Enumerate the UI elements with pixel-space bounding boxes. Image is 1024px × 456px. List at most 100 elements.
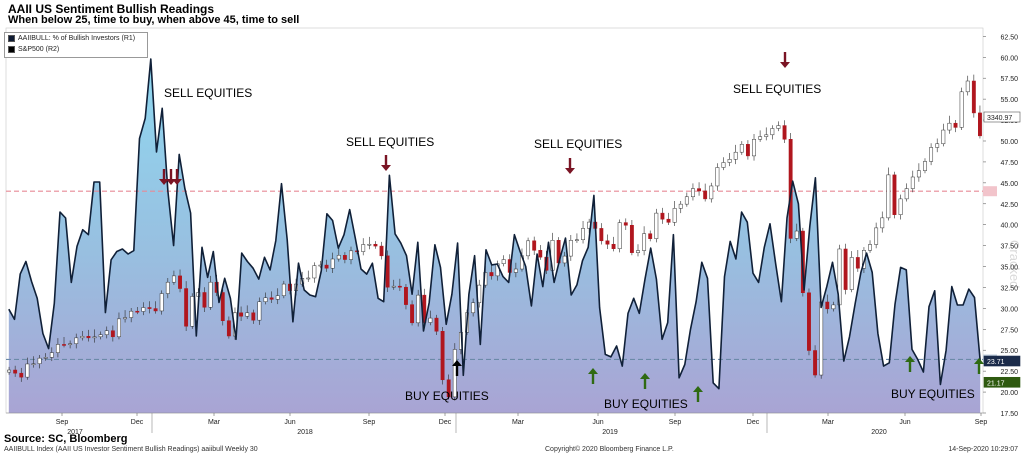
sell-equities-label: SELL EQUITIES bbox=[164, 86, 252, 100]
x-tick-label: Sep bbox=[363, 419, 376, 426]
bullish-line bbox=[8, 58, 981, 390]
buy-arrow-head bbox=[905, 356, 915, 362]
spx-candle bbox=[642, 233, 647, 251]
spx-candle bbox=[31, 363, 36, 365]
spx-candle bbox=[110, 330, 115, 338]
spx-candle bbox=[25, 363, 30, 378]
legend-swatch-spx bbox=[8, 46, 15, 53]
spx-candle bbox=[68, 343, 73, 345]
spx-candle bbox=[892, 174, 897, 215]
y-tick-label: 22.50 bbox=[1000, 369, 1018, 376]
y-tick-label: 40.00 bbox=[1000, 223, 1018, 230]
spx-candle bbox=[581, 228, 585, 241]
spx-candle bbox=[367, 243, 372, 246]
y-tick-label: 47.50 bbox=[1000, 160, 1018, 167]
spx-candle bbox=[489, 272, 494, 277]
spx-candle bbox=[37, 357, 42, 364]
spx-candle bbox=[226, 320, 231, 337]
signal-arrows bbox=[159, 52, 984, 402]
spx-candle bbox=[880, 217, 885, 229]
spx-candle bbox=[416, 294, 421, 324]
spx-candle bbox=[739, 144, 744, 153]
spx-candle bbox=[855, 257, 860, 269]
last-value-tag bbox=[983, 111, 1021, 123]
spx-candle bbox=[788, 139, 793, 239]
spx-candle bbox=[562, 255, 567, 264]
spx-candle bbox=[428, 317, 433, 323]
spx-candle bbox=[245, 312, 250, 317]
x-tick-label: Jun bbox=[284, 419, 295, 426]
spx-candle bbox=[361, 244, 366, 252]
sell-arrow-head bbox=[172, 179, 182, 185]
spx-candle bbox=[513, 268, 518, 273]
sell-arrow-head bbox=[159, 179, 169, 185]
watermark-text: Cracked bbox=[1007, 240, 1022, 288]
spx-candle bbox=[898, 198, 903, 215]
spx-candle bbox=[684, 196, 689, 205]
spx-candle bbox=[752, 139, 756, 157]
spx-candle bbox=[654, 212, 659, 239]
legend: AAIIBULL: % of Bullish Investors (R1) S&… bbox=[4, 32, 148, 58]
spx-candle bbox=[910, 176, 915, 189]
spx-candle bbox=[629, 224, 634, 253]
x-tick-label: Mar bbox=[208, 419, 221, 426]
spx-candle bbox=[794, 230, 799, 239]
spx-candle bbox=[324, 264, 329, 269]
y-tick-label: 20.00 bbox=[1000, 390, 1018, 397]
y-tick-label: 42.50 bbox=[1000, 202, 1018, 209]
spx-candle bbox=[526, 240, 531, 257]
legend-item-aaiibull: AAIIBULL: % of Bullish Investors (R1) bbox=[5, 33, 147, 44]
spx-candle bbox=[251, 312, 256, 321]
buy-equities-label: BUY EQUITIES bbox=[604, 397, 688, 411]
spx-candle bbox=[886, 174, 891, 219]
legend-label-spx: S&P500 (R2) bbox=[18, 46, 60, 53]
spx-candle bbox=[923, 161, 927, 171]
last-value-tag bbox=[983, 376, 1021, 388]
spx-candle bbox=[538, 250, 543, 258]
spx-candle bbox=[599, 228, 604, 242]
sell-equities-label: SELL EQUITIES bbox=[346, 135, 434, 149]
spx-candle bbox=[440, 331, 445, 381]
spx-candle bbox=[159, 293, 164, 312]
y-tick-label: 32.50 bbox=[1000, 285, 1018, 292]
x-tick-label: Mar bbox=[822, 419, 835, 426]
spx-candle bbox=[141, 307, 146, 312]
spx-candle bbox=[868, 244, 872, 251]
x-year-label: 2020 bbox=[871, 429, 887, 436]
spx-candle bbox=[312, 265, 317, 279]
spx-candle bbox=[80, 336, 85, 339]
buy-arrow-head bbox=[588, 368, 598, 374]
spx-candle bbox=[929, 147, 934, 162]
x-tick-label: Jun bbox=[899, 419, 910, 426]
x-tick-label: Dec bbox=[747, 419, 760, 426]
spx-candle bbox=[770, 128, 775, 136]
spx-candle bbox=[379, 245, 384, 257]
spx-candle bbox=[715, 167, 720, 187]
spx-candle bbox=[904, 188, 909, 200]
x-tick-label: Dec bbox=[131, 419, 144, 426]
source-note: Source: SC, Bloomberg bbox=[4, 433, 128, 445]
spx-candle bbox=[220, 292, 225, 321]
spx-candle bbox=[532, 240, 537, 251]
spx-candle bbox=[190, 296, 195, 327]
spx-candle bbox=[49, 352, 54, 358]
x-tick-label: Sep bbox=[669, 419, 682, 426]
sell-arrow-head bbox=[780, 62, 790, 68]
legend-swatch-aaiibull bbox=[8, 35, 15, 42]
spx-candle bbox=[55, 344, 60, 353]
spx-candle bbox=[404, 286, 408, 305]
y-tick-label: 60.00 bbox=[1000, 55, 1018, 62]
spx-candle bbox=[959, 91, 964, 128]
spx-candle bbox=[239, 312, 244, 317]
chart-subtitle: When below 25, time to buy, when above 4… bbox=[8, 14, 300, 26]
sell-equities-label: SELL EQUITIES bbox=[733, 82, 821, 96]
y-tick-label: 27.50 bbox=[1000, 327, 1018, 334]
spx-candle bbox=[660, 212, 665, 220]
spx-candle bbox=[257, 301, 262, 321]
spx-candle bbox=[666, 218, 671, 223]
spx-candle bbox=[98, 334, 103, 338]
y-tick-label: 37.50 bbox=[1000, 244, 1018, 251]
spx-candle bbox=[703, 190, 708, 200]
spx-candle bbox=[617, 222, 622, 249]
